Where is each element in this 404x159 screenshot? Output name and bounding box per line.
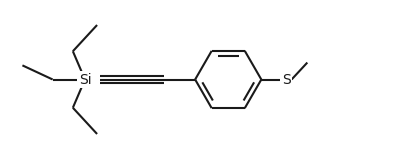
Text: Si: Si [79,73,91,86]
Text: S: S [282,73,291,86]
